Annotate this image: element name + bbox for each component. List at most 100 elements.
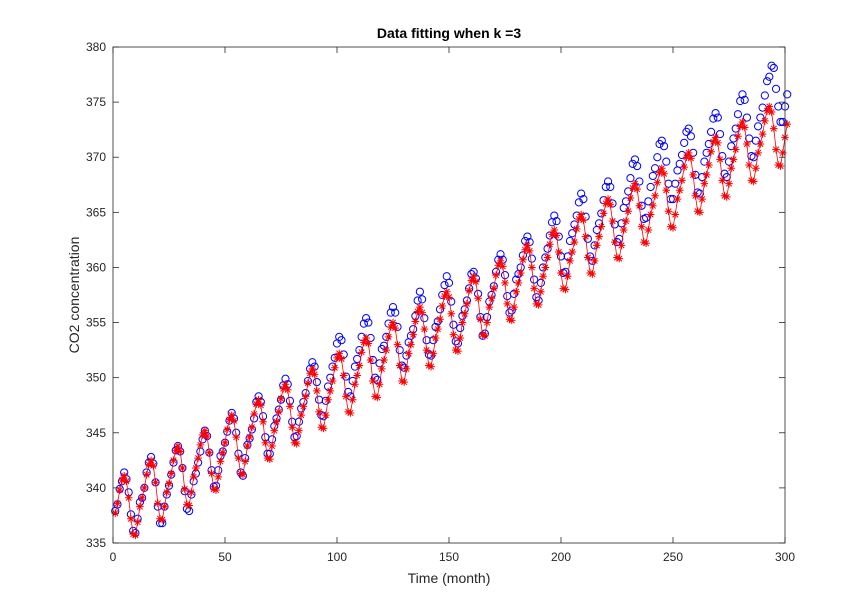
series-1-point [557, 269, 565, 277]
x-tick-label: 50 [218, 550, 232, 564]
series-1-point [136, 502, 144, 511]
series-1-point [577, 210, 585, 219]
series-1-point [474, 294, 482, 303]
series-1-point [696, 208, 704, 217]
series-0-point [310, 362, 319, 371]
series-1-point [498, 262, 507, 271]
series-1-point [203, 432, 211, 440]
y-tick-label: 335 [86, 536, 106, 550]
series-1-point [532, 300, 541, 308]
series-1-point [700, 179, 709, 188]
series-1-point [225, 415, 234, 424]
series-0-point [684, 124, 693, 133]
series-1-point [765, 102, 774, 111]
series-0-point [686, 132, 696, 141]
series-0-point [536, 278, 545, 287]
series-1-point [727, 164, 736, 173]
x-tick-label: 0 [110, 550, 117, 564]
series-0-point [769, 63, 778, 73]
series-1-point [738, 118, 747, 126]
series-1-point [295, 426, 303, 435]
series-1-point [308, 365, 317, 373]
series-0-point [778, 117, 787, 127]
series-0-point [711, 109, 720, 118]
series-1-point [257, 401, 265, 410]
series-1-point [279, 384, 288, 393]
series-0-point [671, 179, 680, 188]
series-1-point [402, 365, 411, 373]
series-1-point [770, 124, 778, 133]
series-0-point [767, 61, 776, 70]
series-1-point [747, 176, 756, 185]
y-tick-label: 375 [86, 95, 106, 109]
series-1-point [333, 354, 341, 362]
series-1-point [716, 155, 724, 164]
series-1-point [548, 230, 556, 239]
series-1-point [709, 137, 718, 146]
series-1-point [113, 499, 122, 508]
series-0-point [359, 319, 368, 328]
series-1-point [494, 261, 503, 270]
series-1-point [189, 473, 198, 481]
series-1-point [167, 469, 176, 478]
series-1-point [783, 120, 792, 128]
series-1-point [756, 140, 765, 148]
series-1-point [183, 500, 191, 509]
series-0-point [733, 110, 743, 119]
series-1-point [353, 371, 361, 380]
series-1-point [595, 232, 603, 241]
series-1-point [628, 184, 637, 192]
series-1-point [478, 330, 487, 339]
series-1-point [158, 516, 167, 524]
series-1-point [369, 377, 377, 385]
series-0-point [729, 134, 738, 143]
series-1-point [288, 423, 296, 432]
series-0-point [675, 159, 684, 168]
series-1-point [516, 269, 525, 277]
series-1-point [149, 462, 158, 470]
series-1-point [673, 195, 682, 203]
series-1-point [378, 365, 386, 373]
series-1-point [586, 269, 594, 277]
series-1-point [373, 393, 382, 402]
series-0-point [756, 113, 765, 122]
series-1-point [608, 217, 617, 225]
series-1-point [124, 494, 133, 502]
series-1-point [230, 416, 238, 425]
series-0-point [527, 254, 536, 263]
series-1-point [192, 464, 200, 472]
series-1-point [299, 402, 308, 411]
series-1-point [512, 287, 520, 296]
series-0-point [413, 296, 422, 305]
series-1-point [254, 395, 263, 404]
series-1-point [344, 408, 352, 416]
series-1-point [651, 192, 659, 200]
series-1-point [599, 209, 608, 218]
series-0-point [550, 211, 559, 220]
series-1-point [572, 225, 581, 233]
series-1-point [326, 387, 335, 395]
series-1-point [122, 477, 131, 486]
x-tick-label: 250 [663, 550, 683, 564]
series-1-point [660, 169, 668, 178]
series-1-point [622, 217, 630, 225]
series-0-point [362, 314, 371, 323]
series-0-point [633, 161, 642, 171]
series-1-point [481, 331, 489, 340]
series-0-point [388, 303, 398, 312]
y-tick-label: 365 [86, 205, 106, 219]
series-1-point [581, 232, 590, 241]
series-1-point [120, 471, 128, 480]
series-1-point [154, 499, 162, 508]
series-1-point [413, 307, 422, 316]
series-1-point [239, 470, 247, 479]
x-axis-label: Time (month) [408, 570, 491, 586]
series-1-point [201, 426, 209, 435]
series-0-point [447, 297, 456, 306]
series-0-point [709, 114, 718, 123]
series-1-point [559, 284, 568, 293]
series-1-point [375, 380, 384, 389]
series-1-point [752, 164, 760, 173]
series-1-point [693, 207, 702, 216]
series-0-point [577, 189, 586, 198]
